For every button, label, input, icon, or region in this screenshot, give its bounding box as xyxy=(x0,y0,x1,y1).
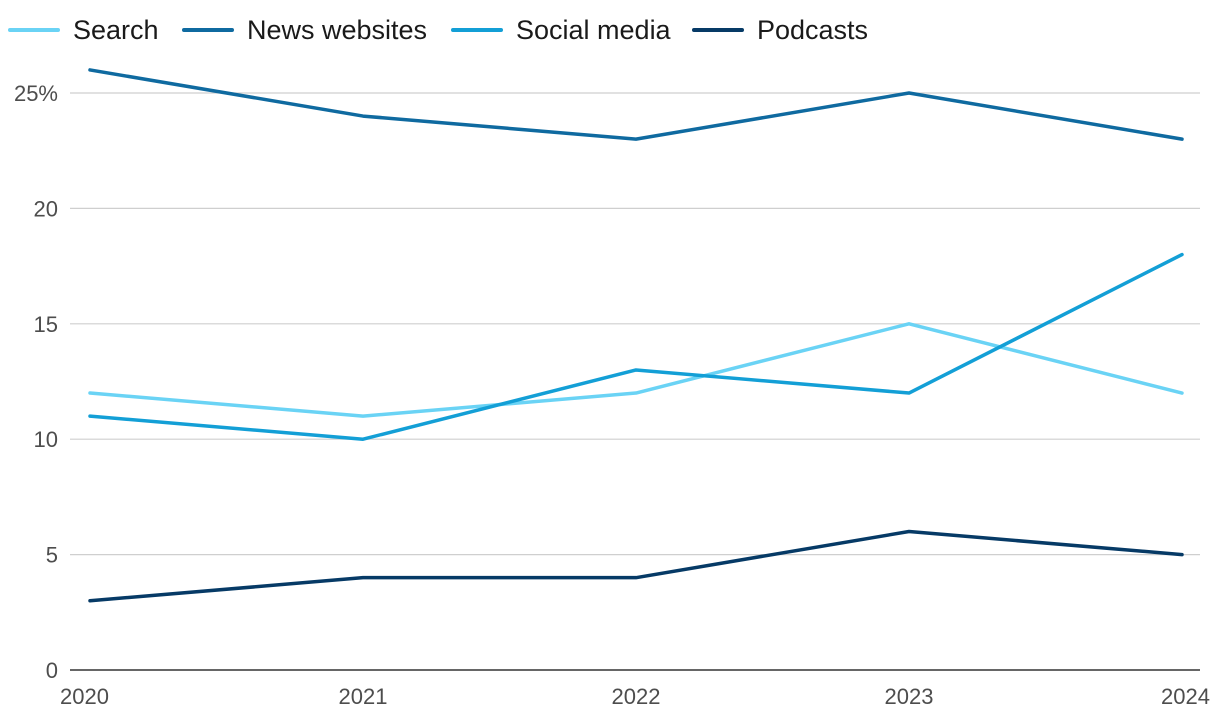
legend-label: Search xyxy=(73,15,159,45)
y-tick-label: 15 xyxy=(34,312,58,337)
y-tick-label: 10 xyxy=(34,427,58,452)
x-tick-label: 2021 xyxy=(339,684,388,709)
legend-label: Podcasts xyxy=(757,15,868,45)
legend-item-social-media: Social media xyxy=(451,15,672,45)
series-line-podcasts xyxy=(88,529,1184,603)
x-tick-label: 2023 xyxy=(885,684,934,709)
series-line-news-websites xyxy=(88,68,1184,141)
series-line-social-media xyxy=(88,252,1184,441)
x-tick-label: 2020 xyxy=(60,684,109,709)
legend-label: Social media xyxy=(516,15,672,45)
y-axis-ticks: 0 5 10 15 20 25% xyxy=(14,81,58,683)
legend: Search News websites Social media Podcasts xyxy=(8,15,868,45)
gridlines xyxy=(70,92,1200,556)
legend-item-news-websites: News websites xyxy=(182,15,427,45)
series-lines xyxy=(88,68,1184,603)
x-tick-label: 2022 xyxy=(612,684,661,709)
x-tick-label: 2024 xyxy=(1161,684,1210,709)
y-tick-label: 5 xyxy=(46,543,58,568)
legend-item-search: Search xyxy=(8,15,159,45)
legend-label: News websites xyxy=(247,15,427,45)
x-axis-ticks: 2020 2021 2022 2023 2024 xyxy=(60,684,1210,709)
y-tick-label: 20 xyxy=(34,196,58,221)
legend-item-podcasts: Podcasts xyxy=(692,15,868,45)
y-tick-label: 0 xyxy=(46,658,58,683)
y-tick-label: 25% xyxy=(14,81,58,106)
